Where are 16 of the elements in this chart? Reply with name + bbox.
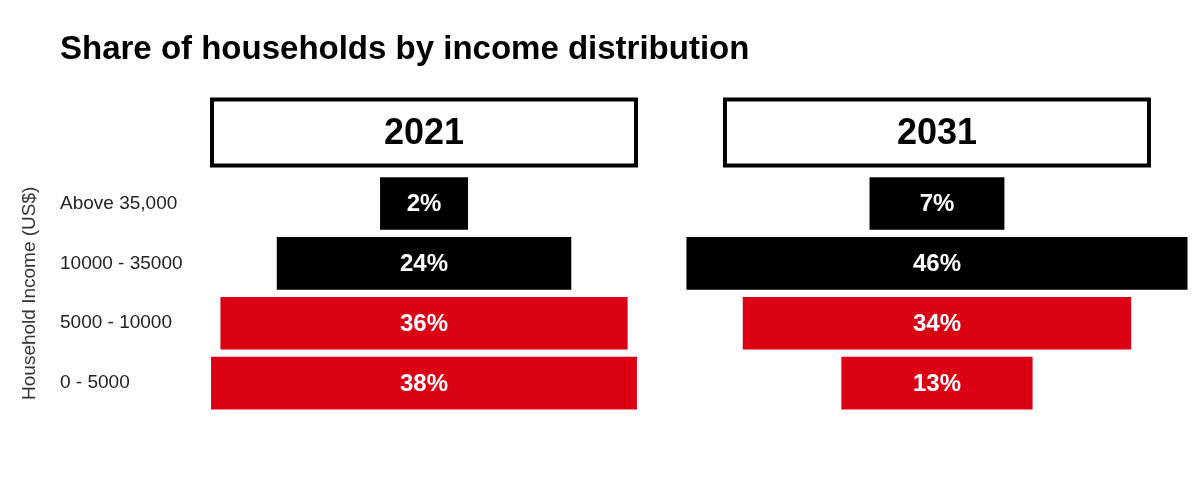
category-label: 10000 - 35000	[60, 251, 183, 273]
series-label: 2031	[896, 110, 978, 152]
data-label: 13%	[912, 368, 961, 396]
text: Household Income (US$)	[18, 186, 40, 400]
text: Share of households by income distribution	[60, 28, 750, 66]
category-label: Above 35,000	[60, 191, 178, 213]
category-label: 0 - 5000	[60, 371, 130, 393]
data-label: 34%	[912, 308, 961, 336]
data-label: 24%	[400, 249, 449, 276]
data-label: 7%	[919, 189, 955, 217]
data-label: 36%	[400, 308, 449, 336]
series-label: 2021	[383, 110, 465, 152]
data-label: 2%	[406, 189, 442, 217]
data-label: 38%	[400, 368, 449, 396]
category-label: 5000 - 10000	[60, 311, 172, 333]
data-label: 46%	[912, 249, 961, 276]
